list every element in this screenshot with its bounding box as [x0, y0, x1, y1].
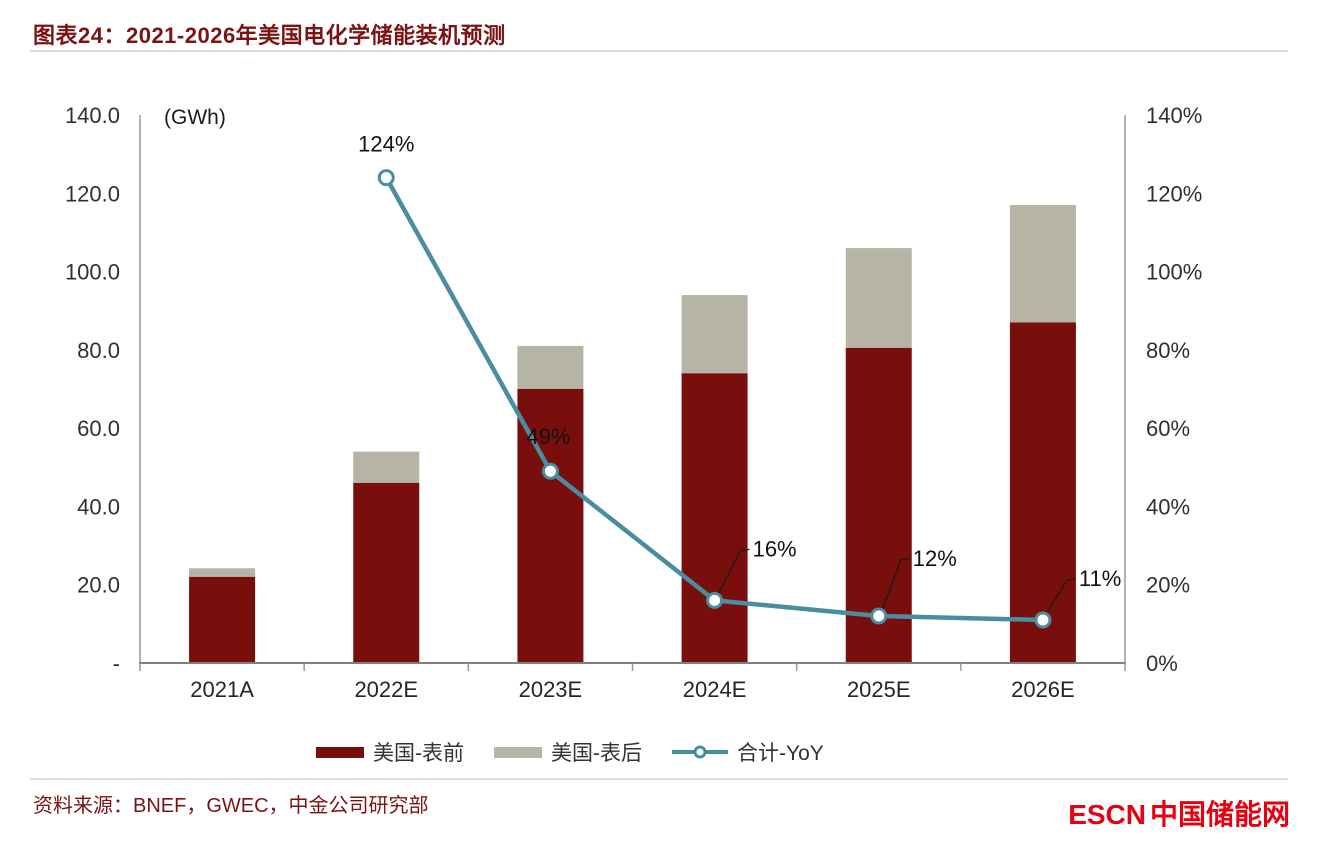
- right-axis-tick-5: 100%: [1146, 260, 1202, 285]
- bar-front-meter-2024E: [681, 373, 748, 663]
- bar-front-meter-2026E: [1009, 322, 1076, 663]
- right-axis-tick-4: 80%: [1146, 338, 1190, 363]
- escn-logo-latin: ESCN: [1068, 799, 1146, 830]
- bar-front-meter-2022E: [353, 482, 420, 663]
- left-axis-tick-4: 80.0: [77, 338, 120, 363]
- yoy-marker-2026E: [1034, 611, 1052, 629]
- source-note: 资料来源：BNEF，GWEC，中金公司研究部: [33, 795, 429, 817]
- yoy-label-leader-2026E: [1046, 578, 1076, 614]
- legend-yoy-marker-icon: [693, 745, 707, 759]
- yoy-point-label-2024E: 16%: [753, 536, 797, 561]
- bar-behind-meter-2021A: [189, 568, 256, 577]
- right-axis-tick-3: 60%: [1146, 416, 1190, 441]
- title-divider: [30, 50, 1288, 52]
- yoy-point-label-2025E: 12%: [913, 546, 957, 571]
- yoy-marker-2022E: [377, 169, 395, 187]
- left-axis-tick-5: 100.0: [65, 260, 120, 285]
- right-axis-tick-6: 120%: [1146, 181, 1202, 206]
- legend-item-front-meter: 美国-表前: [316, 737, 464, 767]
- legend-item-yoy: 合计-YoY: [672, 737, 824, 767]
- yoy-marker-2025E: [870, 607, 888, 625]
- right-axis-tick-7: 140%: [1146, 103, 1202, 128]
- yoy-point-label-2026E: 11%: [1079, 566, 1121, 591]
- x-tick-label-2021A: 2021A: [190, 677, 254, 702]
- legend-label-front-meter: 美国-表前: [373, 742, 464, 765]
- right-axis-tick-2: 40%: [1146, 494, 1190, 519]
- yoy-marker-2024E: [706, 591, 724, 609]
- x-tick-label-2026E: 2026E: [1011, 677, 1075, 702]
- x-tick-label-2023E: 2023E: [519, 677, 583, 702]
- footer-divider: [30, 778, 1288, 780]
- escn-logo: ESCN 中国储能网: [1068, 793, 1290, 833]
- x-tick-label-2025E: 2025E: [847, 677, 911, 702]
- left-axis-unit-label: (GWh): [164, 106, 226, 129]
- bar-behind-meter-2024E: [681, 295, 748, 374]
- x-tick-label-2022E: 2022E: [354, 677, 418, 702]
- chart-legend: 美国-表前 美国-表后 合计-YoY: [316, 737, 824, 767]
- left-axis-tick-6: 120.0: [65, 181, 120, 206]
- left-axis-tick-3: 60.0: [77, 416, 120, 441]
- left-axis-tick-0: -: [113, 651, 120, 676]
- legend-swatch-yoy-line: [672, 745, 728, 759]
- x-tick-label-2024E: 2024E: [683, 677, 747, 702]
- bar-behind-meter-2025E: [845, 248, 912, 348]
- legend-swatch-behind-meter: [494, 746, 542, 758]
- left-axis-tick-7: 140.0: [65, 103, 120, 128]
- legend-label-behind-meter: 美国-表后: [551, 742, 642, 765]
- left-axis-tick-1: 20.0: [77, 573, 120, 598]
- yoy-label-leader-2025E: [882, 558, 910, 610]
- right-axis-tick-1: 20%: [1146, 573, 1190, 598]
- figure-title: 图表24：2021-2026年美国电化学储能装机预测: [33, 23, 506, 48]
- yoy-label-leader-2024E: [718, 548, 750, 594]
- bar-behind-meter-2023E: [517, 345, 584, 389]
- bar-behind-meter-2022E: [353, 451, 420, 483]
- bar-behind-meter-2026E: [1009, 205, 1076, 323]
- escn-logo-cn: 中国储能网: [1149, 799, 1290, 830]
- yoy-point-label-2023E: 49%: [526, 424, 570, 449]
- bar-front-meter-2021A: [189, 576, 256, 663]
- legend-swatch-front-meter: [316, 746, 364, 758]
- legend-item-behind-meter: 美国-表后: [494, 737, 642, 767]
- yoy-point-label-2022E: 124%: [358, 132, 414, 157]
- right-axis-tick-0: 0%: [1146, 651, 1178, 676]
- left-axis-tick-2: 40.0: [77, 494, 120, 519]
- legend-label-yoy: 合计-YoY: [737, 742, 824, 765]
- yoy-marker-2023E: [541, 462, 559, 480]
